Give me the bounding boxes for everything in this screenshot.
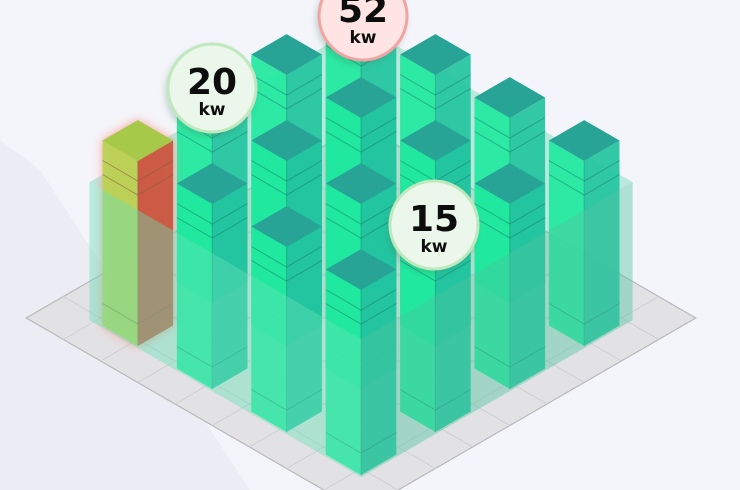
rack-panel-seam	[251, 246, 323, 268]
power-unit: kw	[420, 237, 447, 257]
rack-panel-seam	[176, 203, 248, 225]
rack-panel-seam	[102, 160, 174, 182]
rack-panel-seam	[251, 74, 323, 96]
power-label-circle	[166, 42, 258, 134]
rack-r10[interactable]	[251, 206, 323, 432]
rack-left-face	[400, 226, 436, 432]
rack-top-face	[251, 34, 322, 75]
rack-top-face	[325, 249, 397, 290]
rack-panel-seam	[325, 131, 397, 153]
rack-panel-seam	[399, 389, 471, 411]
rack-right-face	[212, 183, 248, 389]
rack-panel-seam	[399, 88, 471, 110]
rack-panel-seam	[176, 217, 248, 239]
rack-panel-seam	[251, 260, 323, 282]
rack-top-face	[251, 206, 322, 247]
rack-panel-seam	[325, 303, 397, 325]
rack-panel-seam	[102, 174, 174, 196]
rack-r30[interactable]	[102, 120, 174, 346]
rack-right-face	[286, 226, 322, 432]
rack-panel-seam	[251, 174, 323, 196]
rack-r20[interactable]	[176, 163, 248, 389]
rack-panel-seam	[325, 432, 397, 454]
rack-panel-seam	[325, 117, 397, 139]
power-value: 20	[187, 62, 237, 103]
rack-panel-seam	[399, 74, 471, 96]
rack-r00[interactable]	[325, 249, 397, 475]
power-label-circle	[388, 179, 480, 271]
rack-panel-seam	[474, 117, 546, 139]
rack-panel-seam	[474, 131, 546, 153]
power-value: 52	[338, 0, 388, 31]
rack-right-face	[509, 183, 546, 389]
rack-left-face	[325, 269, 361, 475]
containment-right-face	[361, 182, 633, 478]
rack-panel-seam	[325, 217, 397, 239]
rack-top-face	[325, 77, 397, 118]
rack-left-face	[548, 140, 585, 346]
rack-panel-seam	[548, 174, 620, 196]
power-unit: kw	[349, 28, 376, 48]
power-value: 15	[409, 199, 459, 240]
rack-r03[interactable]	[548, 120, 620, 346]
power-label-circle	[317, 0, 409, 62]
rack-r02[interactable]	[474, 163, 546, 389]
rack-top-face	[548, 120, 620, 161]
rack-panel-seam	[548, 303, 620, 325]
rack-right-face	[584, 140, 620, 346]
rack-left-face	[176, 183, 213, 389]
rack-panel-seam	[548, 160, 620, 182]
rack-right-face	[361, 269, 397, 475]
containment-left-face	[89, 182, 362, 478]
rack-panel-seam	[325, 289, 397, 311]
rack-panel-seam	[474, 217, 546, 239]
rack-panel-seam	[176, 346, 248, 368]
rack-right-face	[137, 140, 174, 346]
rack-top-face	[176, 163, 248, 204]
rack-panel-seam	[399, 260, 471, 282]
rack-panel-seam	[176, 131, 248, 153]
rack-panel-seam	[474, 346, 546, 368]
rack-top-face	[474, 77, 546, 118]
rack-panel-seam	[325, 203, 397, 225]
rack-right-face	[435, 226, 471, 432]
rack-panel-seam	[102, 303, 174, 325]
rack-panel-seam	[251, 389, 323, 411]
rack-top-face	[251, 120, 322, 161]
rack-top-face	[102, 120, 174, 161]
rack-top-face	[474, 163, 546, 204]
rack-left-face	[102, 140, 138, 346]
rack-top-face	[400, 34, 471, 75]
rack-panel-seam	[251, 160, 323, 182]
rack-left-face	[474, 183, 510, 389]
rack-top-face	[400, 120, 471, 161]
power-unit: kw	[198, 100, 225, 120]
rack-top-face	[325, 163, 397, 204]
rack-left-face	[251, 226, 287, 432]
rack-panel-seam	[251, 88, 323, 110]
rack-panel-seam	[474, 203, 546, 225]
